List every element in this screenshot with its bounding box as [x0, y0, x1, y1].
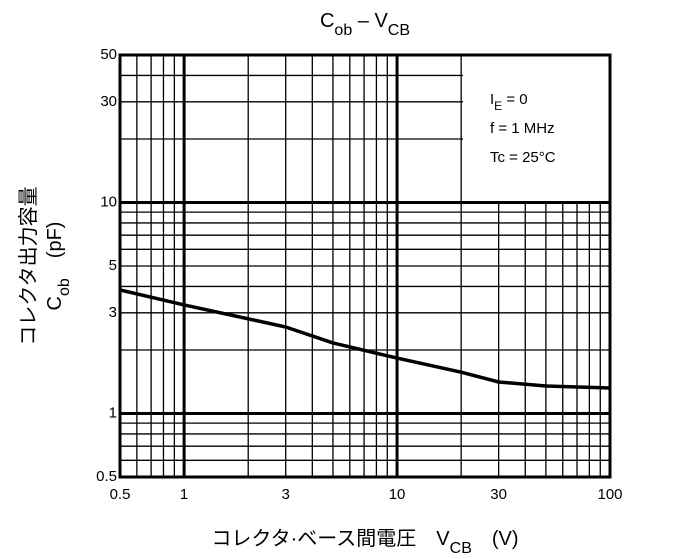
y-tick-label: 5 [109, 257, 117, 274]
y-tick-label: 10 [100, 193, 117, 210]
chart-title-part: C [320, 10, 334, 32]
y-axis-label-part: (pF) [44, 222, 66, 279]
x-axis-label-part: (V) [472, 528, 519, 550]
y-axis-label-part: C [44, 296, 66, 310]
y-tick-label: 0.5 [96, 468, 117, 485]
y-tick-label: 50 [100, 46, 117, 63]
plot-frame [118, 53, 612, 479]
x-axis-label: コレクタ·ベース間電圧 VCB (V) [211, 527, 518, 556]
y-axis-label: Cob (pF) [44, 222, 72, 311]
data-line [119, 288, 611, 390]
x-tick-label: 30 [490, 486, 507, 503]
y-tick-label: 30 [100, 93, 117, 110]
chart-title-part: CB [388, 22, 410, 39]
annotation-part: E [494, 99, 502, 113]
chart-title: Cob – VCB [320, 10, 410, 38]
y-tick-label: 1 [109, 404, 117, 421]
annotation-box [463, 55, 610, 201]
chart-title-part: ob [334, 22, 352, 39]
x-tick-label: 1 [180, 486, 188, 503]
y-tick-label: 3 [109, 304, 117, 321]
x-tick-label: 3 [282, 486, 290, 503]
x-tick-label: 0.5 [110, 486, 131, 503]
x-tick-label: 100 [597, 486, 622, 503]
x-tick-label: 10 [389, 486, 406, 503]
annotation-part: = 0 [502, 91, 527, 108]
y-axis-label-part: コレクタ出力容量 [17, 186, 40, 345]
x-axis-label-part: CB [450, 540, 472, 557]
chart-title-part: – V [352, 10, 388, 32]
annotation: Tc = 25°C [490, 149, 556, 166]
annotation-part: I [490, 91, 494, 108]
annotation: f = 1 MHz [490, 120, 555, 137]
y-axis-label-part: ob [56, 278, 73, 296]
annotation-part: Tc = 25°C [490, 149, 556, 166]
y-axis-label: コレクタ出力容量 [17, 186, 40, 345]
annotation-part: f = 1 MHz [490, 120, 555, 137]
annotation: IE = 0 [490, 91, 528, 113]
x-axis-label-part: コレクタ·ベース間電圧 V [211, 527, 450, 550]
